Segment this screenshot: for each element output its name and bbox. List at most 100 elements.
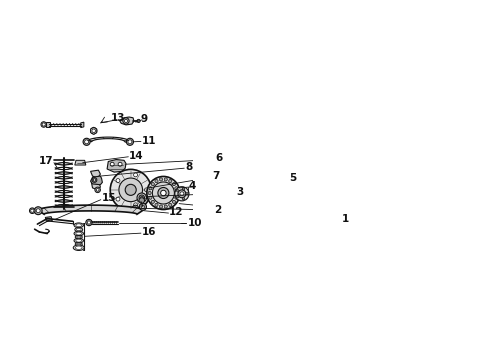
Circle shape xyxy=(41,122,47,127)
Circle shape xyxy=(91,128,97,134)
Polygon shape xyxy=(107,159,126,172)
Circle shape xyxy=(182,198,185,200)
Circle shape xyxy=(182,188,185,190)
Circle shape xyxy=(175,192,179,194)
Circle shape xyxy=(149,187,152,190)
Polygon shape xyxy=(45,217,52,221)
Circle shape xyxy=(124,120,127,122)
Ellipse shape xyxy=(74,238,83,243)
Circle shape xyxy=(149,196,152,199)
Text: 15: 15 xyxy=(101,193,116,203)
Circle shape xyxy=(118,162,122,166)
Ellipse shape xyxy=(75,235,82,239)
Circle shape xyxy=(164,178,168,181)
Ellipse shape xyxy=(74,231,83,236)
Text: 11: 11 xyxy=(142,136,156,146)
Circle shape xyxy=(125,184,136,195)
Circle shape xyxy=(34,207,42,215)
Ellipse shape xyxy=(76,224,81,227)
Circle shape xyxy=(176,190,179,192)
Circle shape xyxy=(169,203,172,207)
Text: 12: 12 xyxy=(169,207,184,217)
Circle shape xyxy=(172,200,175,203)
Polygon shape xyxy=(91,176,102,185)
Ellipse shape xyxy=(76,232,81,235)
Circle shape xyxy=(119,178,143,202)
Circle shape xyxy=(134,203,138,207)
Text: 4: 4 xyxy=(189,181,196,191)
Circle shape xyxy=(152,182,174,204)
Ellipse shape xyxy=(76,229,81,231)
Circle shape xyxy=(175,196,178,199)
Circle shape xyxy=(93,179,96,181)
Circle shape xyxy=(87,221,91,224)
Circle shape xyxy=(145,188,148,192)
Text: 2: 2 xyxy=(215,204,222,215)
Circle shape xyxy=(161,190,166,196)
Circle shape xyxy=(186,193,188,195)
Circle shape xyxy=(175,187,189,201)
Text: 10: 10 xyxy=(188,217,202,228)
Circle shape xyxy=(159,178,163,181)
Circle shape xyxy=(147,176,180,210)
Text: 8: 8 xyxy=(185,162,192,172)
Circle shape xyxy=(158,188,169,198)
Polygon shape xyxy=(87,137,130,143)
Circle shape xyxy=(180,192,184,196)
Polygon shape xyxy=(91,127,97,134)
Ellipse shape xyxy=(76,236,81,238)
Circle shape xyxy=(123,118,129,124)
Circle shape xyxy=(137,193,147,202)
Circle shape xyxy=(96,189,99,191)
Circle shape xyxy=(137,120,140,122)
Circle shape xyxy=(151,183,154,186)
Text: 6: 6 xyxy=(216,153,222,163)
Circle shape xyxy=(83,138,90,145)
Polygon shape xyxy=(91,182,100,190)
Text: 13: 13 xyxy=(111,113,125,123)
Circle shape xyxy=(116,179,120,183)
Polygon shape xyxy=(59,207,69,210)
Circle shape xyxy=(172,183,175,186)
Circle shape xyxy=(169,180,172,183)
Text: 17: 17 xyxy=(39,157,53,166)
Circle shape xyxy=(128,140,132,144)
Circle shape xyxy=(164,205,168,208)
Ellipse shape xyxy=(75,246,82,249)
Circle shape xyxy=(85,140,89,144)
Ellipse shape xyxy=(76,243,81,245)
Circle shape xyxy=(139,203,147,210)
Circle shape xyxy=(92,129,95,132)
Polygon shape xyxy=(81,122,84,128)
Circle shape xyxy=(148,192,151,194)
Polygon shape xyxy=(91,170,100,178)
Circle shape xyxy=(141,197,143,199)
Text: 7: 7 xyxy=(213,171,220,181)
Polygon shape xyxy=(75,160,86,165)
Ellipse shape xyxy=(75,243,82,246)
Text: 1: 1 xyxy=(342,213,349,224)
Circle shape xyxy=(175,187,178,190)
Circle shape xyxy=(176,195,179,198)
Text: 9: 9 xyxy=(140,114,147,124)
Circle shape xyxy=(36,209,40,213)
Text: 14: 14 xyxy=(129,150,144,161)
Circle shape xyxy=(116,197,120,201)
Ellipse shape xyxy=(73,245,84,251)
Circle shape xyxy=(31,209,34,212)
Text: 5: 5 xyxy=(290,173,296,183)
Circle shape xyxy=(86,219,92,226)
Circle shape xyxy=(134,173,138,177)
Circle shape xyxy=(42,123,45,126)
Text: 3: 3 xyxy=(236,187,244,197)
Circle shape xyxy=(29,208,35,213)
Circle shape xyxy=(110,169,151,210)
Circle shape xyxy=(155,203,158,207)
Circle shape xyxy=(155,180,158,183)
Polygon shape xyxy=(46,122,50,127)
Circle shape xyxy=(151,200,154,203)
Ellipse shape xyxy=(76,239,81,242)
Ellipse shape xyxy=(74,223,83,228)
Circle shape xyxy=(92,177,97,183)
Circle shape xyxy=(141,205,145,208)
